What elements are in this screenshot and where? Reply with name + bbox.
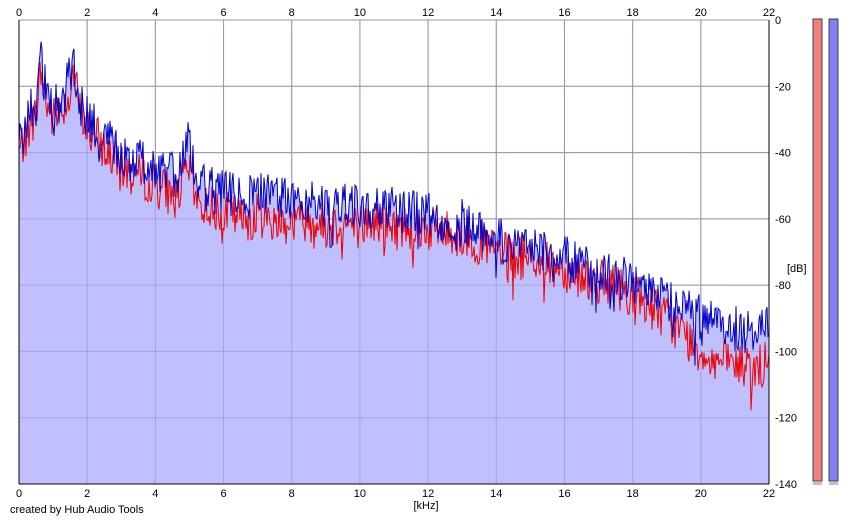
credit-text: created by Hub Audio Tools: [10, 504, 144, 516]
level-meter-base: [829, 482, 838, 485]
x-tick-label-top: 2: [84, 7, 90, 19]
x-tick-label-top: 0: [16, 7, 22, 19]
y-tick-label: -40: [775, 148, 791, 160]
x-tick-label: 6: [220, 488, 226, 500]
y-tick-label: -80: [775, 280, 791, 292]
y-tick-label: -100: [775, 346, 797, 358]
chart-axes: [18, 20, 770, 485]
x-tick-label: 18: [627, 488, 639, 500]
x-tick-label: 8: [289, 488, 295, 500]
x-tick-label-top: 22: [763, 7, 775, 19]
y-tick-label: -20: [775, 81, 791, 93]
level-meter-bar: [828, 18, 839, 482]
channel-level-meters: [812, 18, 839, 485]
x-tick-label-top: 18: [627, 7, 639, 19]
x-tick-label: 16: [558, 488, 570, 500]
y-tick-label: 0: [775, 15, 781, 27]
x-tick-label-top: 4: [152, 7, 158, 19]
x-tick-label-top: 16: [558, 7, 570, 19]
x-tick-label: 10: [354, 488, 366, 500]
x-tick-label: 14: [490, 488, 502, 500]
y-tick-label: -120: [775, 413, 797, 425]
series-line-blue: [18, 41, 770, 366]
x-tick-label: 20: [695, 488, 707, 500]
x-tick-label-top: 8: [289, 7, 295, 19]
x-axis-label: [kHz]: [413, 500, 438, 512]
series-line-red: [18, 62, 770, 411]
x-tick-label-top: 14: [490, 7, 502, 19]
x-tick-label: 0: [16, 488, 22, 500]
spectrum-lines: [18, 41, 770, 411]
x-tick-label: 2: [84, 488, 90, 500]
x-tick-label-top: 10: [354, 7, 366, 19]
y-tick-label: -140: [775, 479, 797, 491]
x-tick-label: 22: [763, 488, 775, 500]
y-tick-label: -60: [775, 214, 791, 226]
x-tick-label: 4: [152, 488, 158, 500]
x-tick-label-top: 12: [422, 7, 434, 19]
y-axis-label: [dB]: [787, 263, 807, 275]
spectrum-fill: [19, 41, 769, 484]
level-meter-bar: [812, 18, 823, 482]
x-tick-label-top: 6: [220, 7, 226, 19]
x-tick-label-top: 20: [695, 7, 707, 19]
x-tick-label: 12: [422, 488, 434, 500]
level-meter-base: [813, 482, 822, 485]
tick-labels: 002244668810101212141416161818202022220-…: [16, 7, 797, 500]
